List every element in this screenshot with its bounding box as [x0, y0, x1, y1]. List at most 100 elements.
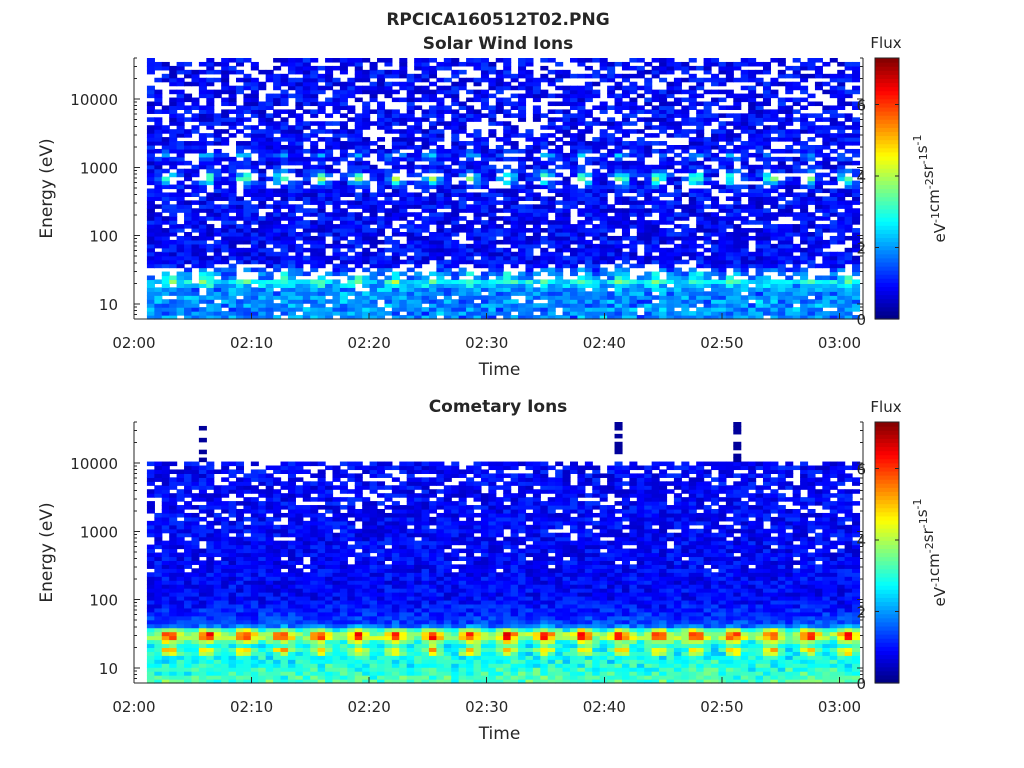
heatmap-cell — [659, 216, 668, 221]
heatmap-cell — [762, 176, 771, 182]
unit-exponent: -1 — [917, 153, 930, 164]
heatmap-cell — [614, 303, 623, 308]
heatmap-cell — [176, 152, 185, 158]
heatmap-cell — [287, 295, 296, 300]
heatmap-cell — [480, 275, 489, 281]
heatmap-cell — [822, 164, 831, 170]
heatmap-cell — [295, 232, 304, 237]
heatmap-cell — [369, 275, 378, 281]
heatmap-cell — [265, 137, 274, 142]
heatmap-cell — [852, 212, 861, 217]
heatmap-cell — [599, 156, 608, 162]
heatmap-cell — [792, 164, 801, 170]
heatmap-cell — [629, 255, 638, 261]
heatmap-cell — [310, 247, 319, 253]
heatmap-cell — [740, 176, 749, 182]
heatmap-cell — [228, 271, 237, 277]
heatmap-cell — [325, 168, 334, 174]
heatmap-cell — [807, 291, 816, 296]
heatmap-cell — [703, 235, 712, 241]
heatmap-cell — [584, 267, 593, 273]
heatmap-cell — [250, 299, 259, 304]
heatmap-cell — [837, 212, 846, 217]
heatmap-cell — [852, 184, 861, 190]
heatmap-cell — [184, 259, 193, 265]
heatmap-cell — [265, 105, 274, 110]
heatmap-cell — [740, 311, 749, 316]
heatmap-cell — [777, 129, 786, 134]
colorbar-swatch — [875, 204, 899, 210]
heatmap-cell — [621, 117, 630, 122]
heatmap-cell — [510, 216, 519, 221]
heatmap-cell — [458, 315, 467, 320]
heatmap-cell — [792, 85, 801, 91]
heatmap-cell — [399, 58, 408, 63]
heatmap-cell — [495, 275, 504, 281]
heatmap-cell — [785, 168, 794, 174]
heatmap-cell — [814, 279, 823, 284]
heatmap-cell — [362, 307, 371, 312]
heatmap-cell — [599, 291, 608, 296]
heatmap-cell — [570, 152, 579, 158]
heatmap-cell — [577, 232, 586, 237]
heatmap-cell — [644, 125, 653, 130]
heatmap-cell — [740, 259, 749, 265]
heatmap-cell — [562, 152, 571, 158]
heatmap-cell — [577, 303, 586, 308]
heatmap-cell — [421, 69, 430, 75]
heatmap-cell — [354, 299, 363, 304]
heatmap-cell — [466, 105, 475, 110]
heatmap-cell — [443, 283, 452, 288]
heatmap-cell — [725, 93, 734, 99]
heatmap-cell — [480, 235, 489, 241]
heatmap-cell — [213, 168, 222, 174]
heatmap-cell — [213, 208, 222, 213]
heatmap-cell — [369, 255, 378, 261]
heatmap-cell — [399, 291, 408, 296]
heatmap-cell — [280, 160, 289, 166]
heatmap-cell — [629, 148, 638, 154]
heatmap-cell — [428, 220, 437, 225]
heatmap-cell — [198, 243, 207, 249]
heatmap-cell — [458, 101, 467, 107]
heatmap-cell — [250, 105, 259, 110]
heatmap-cell — [488, 311, 497, 316]
heatmap-cell — [659, 220, 668, 225]
heatmap-cell — [703, 145, 712, 150]
heatmap-cell — [770, 93, 779, 99]
heatmap-cell — [703, 117, 712, 122]
heatmap-cell — [688, 295, 697, 300]
heatmap-cell — [198, 263, 207, 269]
heatmap-cell — [518, 160, 527, 166]
colorbar-swatch — [875, 261, 899, 267]
heatmap-cell — [525, 291, 534, 296]
heatmap-cell — [317, 172, 326, 178]
heatmap-cell — [377, 184, 386, 190]
heatmap-cell — [614, 311, 623, 316]
heatmap-cell — [688, 117, 697, 122]
heatmap-cell — [814, 164, 823, 170]
heatmap-cell — [399, 137, 408, 142]
heatmap-cell — [547, 287, 556, 292]
heatmap-cell — [391, 113, 400, 118]
heatmap-cell — [503, 148, 512, 154]
heatmap-cell — [607, 89, 616, 95]
heatmap-cell — [354, 58, 363, 63]
heatmap-cell — [146, 239, 155, 245]
heatmap-cell — [762, 307, 771, 312]
heatmap-cell — [800, 184, 809, 190]
heatmap-cell — [629, 65, 638, 71]
heatmap-cell — [384, 152, 393, 158]
heatmap-cell — [518, 113, 527, 118]
heatmap-cell — [154, 263, 163, 269]
heatmap-cell — [725, 243, 734, 249]
heatmap-cell — [718, 113, 727, 118]
heatmap-cell — [406, 303, 415, 308]
heatmap-cell — [570, 172, 579, 178]
heatmap-cell — [377, 176, 386, 182]
heatmap-cell — [785, 232, 794, 237]
heatmap-cell — [250, 287, 259, 292]
heatmap-cell — [198, 216, 207, 221]
heatmap-cell — [265, 73, 274, 79]
heatmap-cell — [510, 204, 519, 209]
